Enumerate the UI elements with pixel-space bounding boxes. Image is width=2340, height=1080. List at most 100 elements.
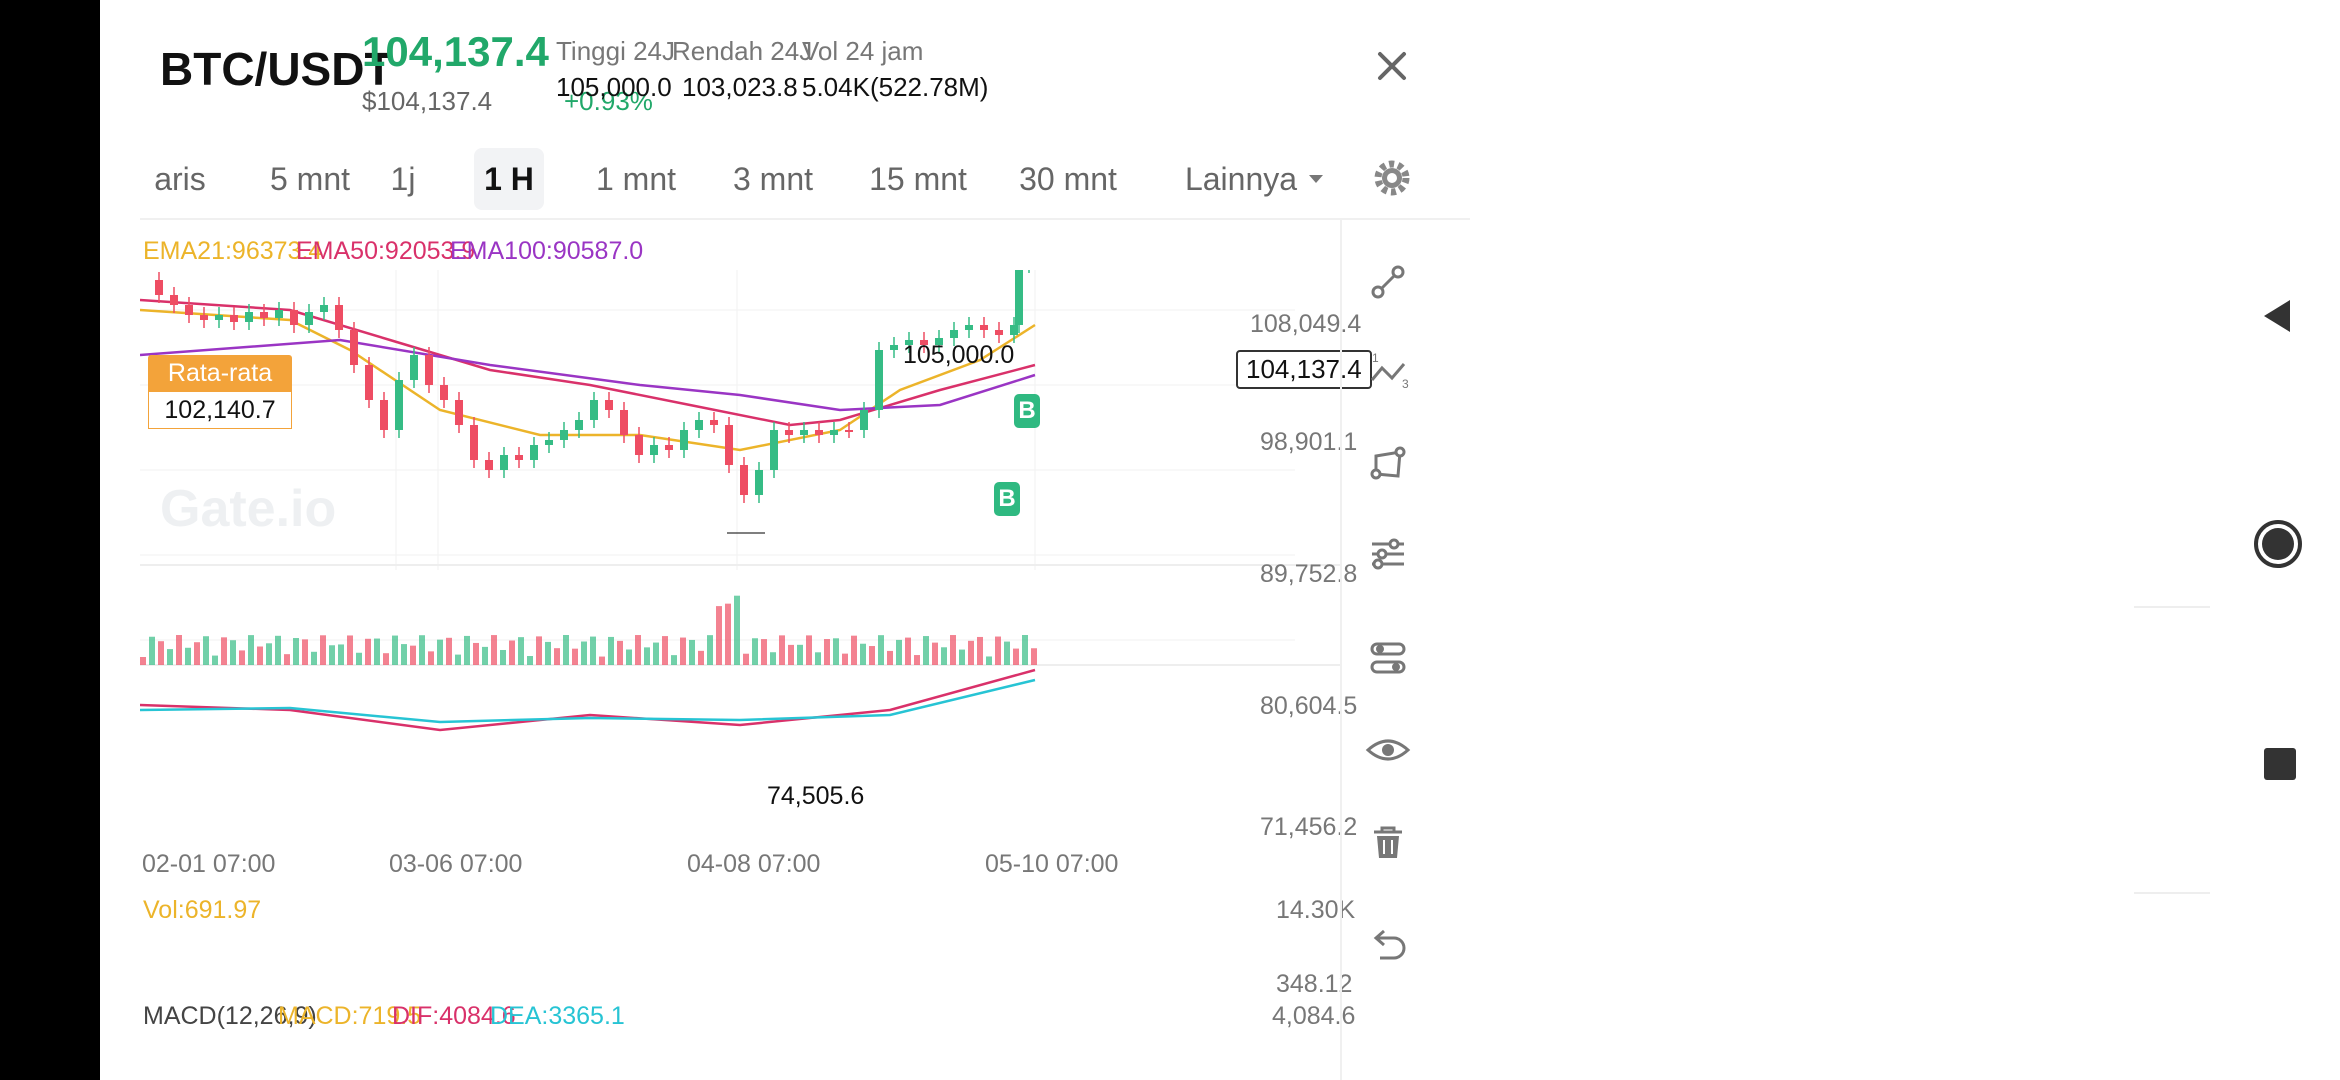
volume-bar <box>608 636 614 665</box>
volume-bar <box>932 642 938 665</box>
volume-bar <box>194 642 200 665</box>
tab-15m[interactable]: 15 mnt <box>869 161 967 197</box>
volume-bar <box>716 606 722 665</box>
candle-body <box>485 460 493 470</box>
buy-marker[interactable]: B <box>994 482 1020 516</box>
stat-high-value: 105,000.0 <box>556 72 672 102</box>
volume-bar <box>464 635 470 665</box>
buy-marker[interactable]: B <box>1014 394 1040 428</box>
volume-bar <box>149 636 155 665</box>
tab-1h[interactable]: 1 H <box>474 148 544 210</box>
candle-body <box>350 330 358 365</box>
ema50-label: EMA50:92053.9 <box>296 237 476 265</box>
volume-bar <box>806 635 812 665</box>
toolbar-separator <box>2134 892 2210 894</box>
home-icon[interactable] <box>2250 516 2302 568</box>
line-tool-icon[interactable] <box>1354 256 1414 308</box>
candle-body <box>230 315 238 322</box>
volume-bar <box>293 638 299 665</box>
undo-icon[interactable] <box>1362 920 1414 972</box>
toolbar-separator <box>2134 606 2210 608</box>
candle-body <box>770 430 778 470</box>
volume-bar <box>653 642 659 665</box>
candle-body <box>965 325 973 330</box>
candle-body <box>1010 325 1018 335</box>
volume-bar <box>176 635 182 665</box>
candle-body <box>470 425 478 460</box>
tab-more-label: Lainnya <box>1184 161 1298 197</box>
volume-bar <box>536 636 542 665</box>
tabs-divider <box>140 218 1470 220</box>
tab-5m[interactable]: 5 mnt <box>269 161 351 197</box>
volume-bar <box>140 657 146 665</box>
shape-tool-icon[interactable] <box>1354 438 1414 490</box>
svg-text:1: 1 <box>1372 351 1379 365</box>
volume-bar <box>923 636 929 665</box>
candle-body <box>650 445 658 455</box>
volume-bar <box>707 635 713 665</box>
volume-bar <box>617 640 623 665</box>
avg-price-label: Rata-rata Harga <box>148 355 292 423</box>
volume-bar <box>1004 641 1010 665</box>
tab-30m[interactable]: 30 mnt <box>1019 161 1117 197</box>
trash-icon[interactable] <box>1362 816 1414 868</box>
candle-body <box>785 430 793 435</box>
y-tick: 89,752.8 <box>1260 560 1358 588</box>
candle-body <box>515 455 523 460</box>
high-price-label: 105,000.0 <box>903 341 1015 369</box>
stat-low-label: Rendah 24J <box>672 36 813 66</box>
volume-bar <box>1022 635 1028 665</box>
candle-body <box>800 430 808 435</box>
candle-body <box>200 315 208 320</box>
volume-bar <box>167 649 173 665</box>
volume-bar <box>905 637 911 665</box>
dif-value: DIF:4084.6 <box>392 1002 516 1030</box>
tab-more[interactable]: Lainnya <box>1180 148 1330 210</box>
volume-bar <box>644 647 650 665</box>
volume-bar <box>446 637 452 665</box>
candle-body <box>410 355 418 380</box>
candle-body <box>920 340 928 345</box>
volume-bar <box>320 635 326 665</box>
tab-3m[interactable]: 3 mnt <box>732 161 814 197</box>
volume-bar <box>815 652 821 665</box>
tab-1j[interactable]: 1j <box>390 161 416 197</box>
volume-bar <box>896 639 902 665</box>
volume-bar <box>275 635 281 665</box>
volume-bar <box>230 640 236 665</box>
volume-bar <box>509 640 515 665</box>
back-icon[interactable] <box>2252 290 2304 342</box>
y-tick: 80,604.5 <box>1260 692 1358 720</box>
candle-body <box>320 305 328 312</box>
volume-bar <box>284 654 290 665</box>
settings-sliders-icon[interactable] <box>1362 528 1414 580</box>
volume-bar <box>392 635 398 665</box>
close-icon[interactable] <box>1366 40 1418 92</box>
volume-bar <box>878 635 884 665</box>
candle-body <box>665 445 673 450</box>
candlestick-chart[interactable]: Gate.io <box>140 270 1340 1080</box>
tab-line[interactable]: aris <box>154 161 206 197</box>
candle-body <box>500 455 508 470</box>
dif-line <box>140 668 1036 732</box>
recents-icon[interactable] <box>2254 738 2306 790</box>
volume-bar <box>941 647 947 665</box>
tab-1m[interactable]: 1 mnt <box>595 161 677 197</box>
indicator-icon[interactable] <box>1362 632 1414 684</box>
candle-body <box>455 400 463 425</box>
volume-bar <box>734 595 740 665</box>
volume-bar <box>212 655 218 665</box>
volume-bar <box>743 653 749 665</box>
volume-bar <box>518 637 524 665</box>
eye-icon[interactable] <box>1362 724 1414 776</box>
volume-bar <box>266 643 272 665</box>
volume-bar <box>329 645 335 665</box>
candle-body <box>830 430 838 435</box>
candle-body <box>890 345 898 350</box>
svg-text:3: 3 <box>1402 377 1409 391</box>
volume-bar <box>338 644 344 665</box>
volume-bar <box>347 635 353 665</box>
candle-body <box>860 410 868 430</box>
gear-icon[interactable] <box>1366 152 1418 204</box>
